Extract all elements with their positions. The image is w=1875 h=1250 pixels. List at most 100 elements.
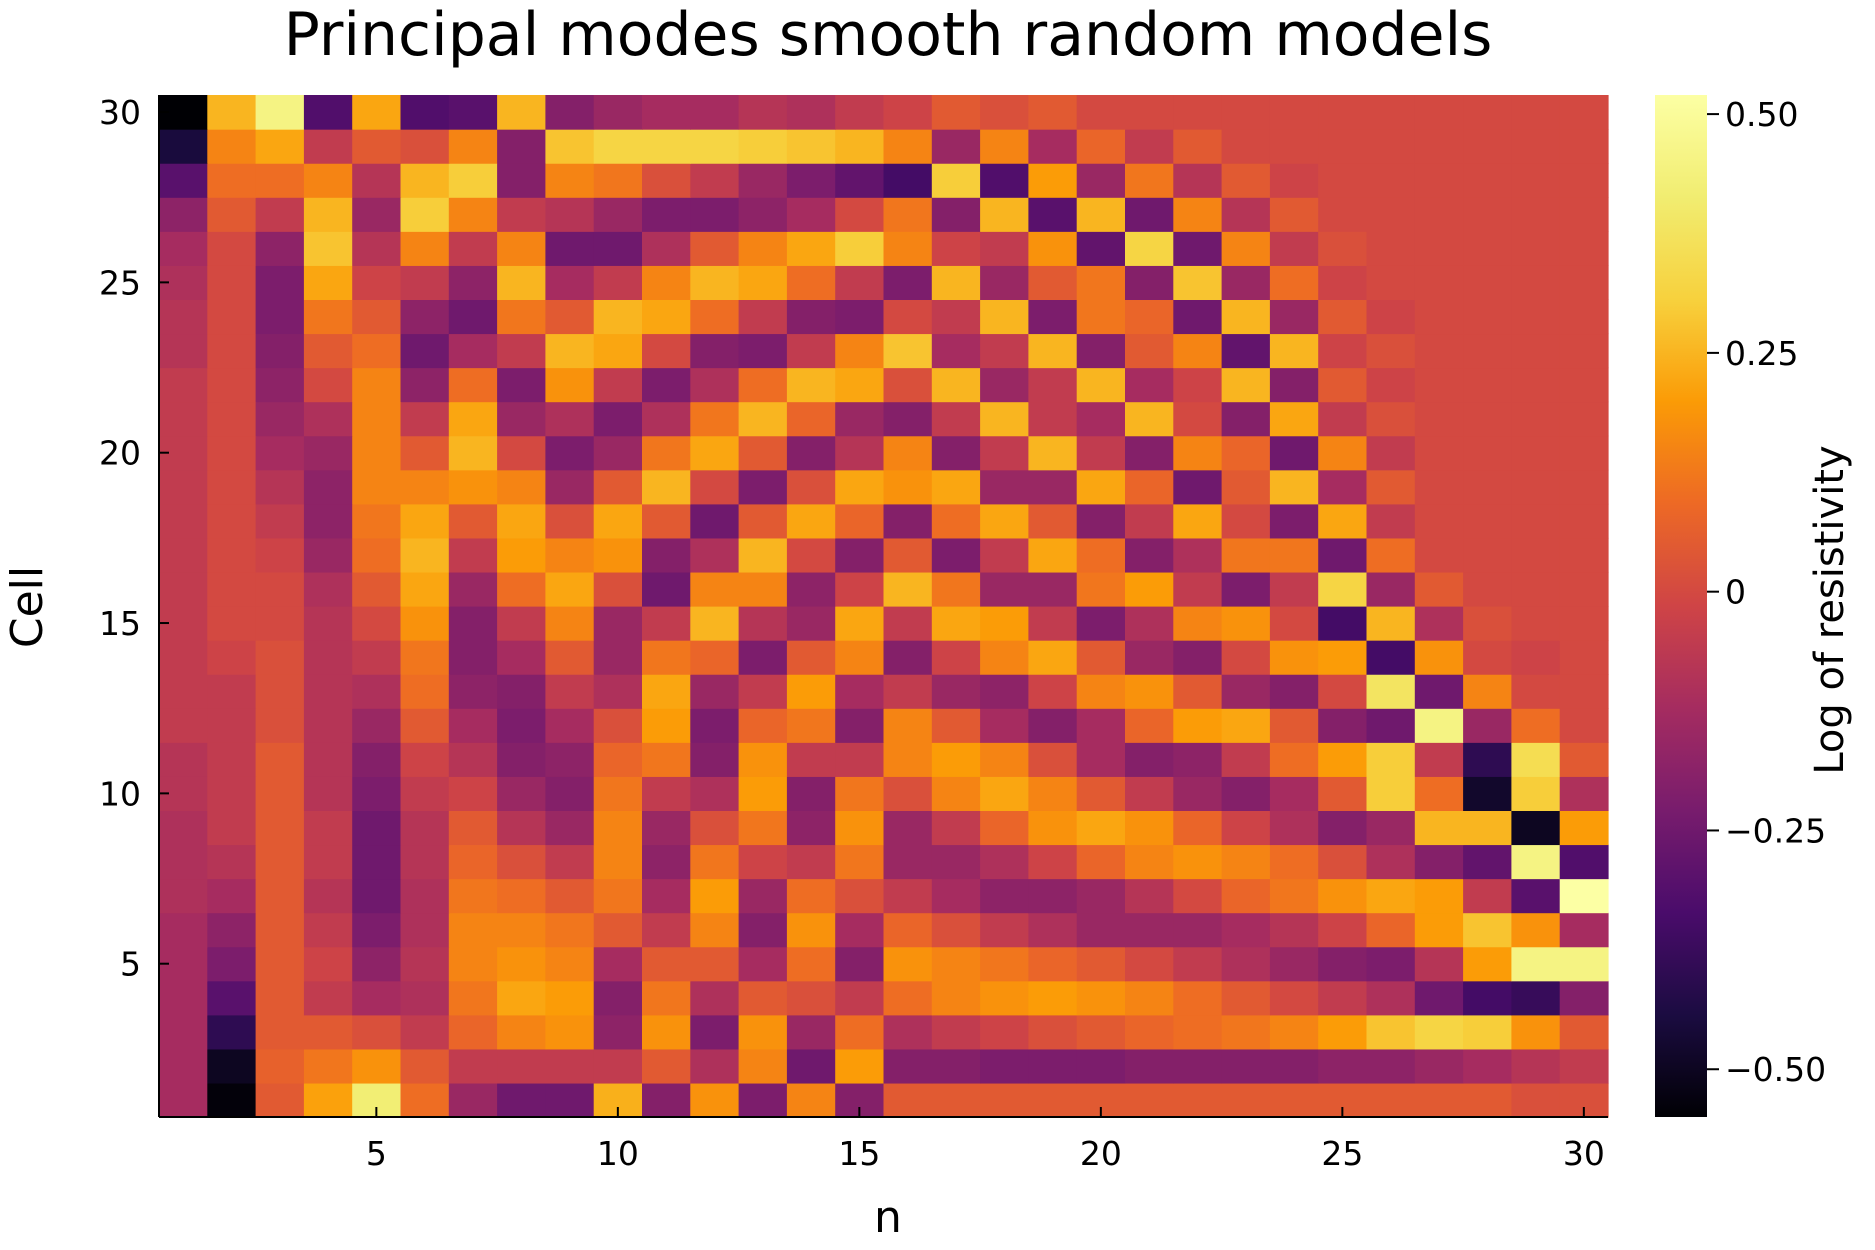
heatmap-cell <box>883 367 933 403</box>
heatmap-cell <box>448 742 498 777</box>
heatmap-cell <box>400 469 450 505</box>
heatmap-cell <box>448 1014 498 1050</box>
heatmap-cell <box>303 1082 353 1118</box>
heatmap-cell <box>400 333 450 369</box>
heatmap-cell <box>400 912 450 948</box>
heatmap-cell <box>835 1048 885 1084</box>
heatmap-cell <box>1511 844 1561 880</box>
heatmap-cell <box>1221 640 1271 675</box>
heatmap-cell <box>642 401 691 437</box>
heatmap-cell <box>352 299 402 335</box>
heatmap-cell <box>786 265 836 300</box>
heatmap-cell <box>835 946 885 982</box>
heatmap-cell <box>159 878 208 914</box>
heatmap-cell <box>159 742 208 777</box>
heatmap-cell <box>1125 129 1174 164</box>
heatmap-cell <box>1318 469 1368 505</box>
heatmap-cell <box>1028 1082 1078 1118</box>
heatmap-cell <box>690 537 740 573</box>
heatmap-cell <box>1269 1082 1319 1118</box>
heatmap-cell <box>1463 367 1512 403</box>
heatmap-cell <box>1559 742 1609 777</box>
heatmap-cell <box>159 1014 208 1050</box>
heatmap-cell <box>1318 197 1368 232</box>
heatmap-cell <box>690 708 740 743</box>
heatmap-cell <box>642 1082 691 1118</box>
heatmap-cell <box>642 367 691 403</box>
heatmap-cell <box>1125 810 1174 846</box>
heatmap-cell <box>1318 878 1368 914</box>
heatmap-cell <box>931 1014 981 1050</box>
heatmap-cell <box>931 367 981 403</box>
heatmap-cell <box>448 401 498 437</box>
heatmap-cell <box>883 1082 933 1118</box>
heatmap-cell <box>1463 95 1512 130</box>
heatmap-cell <box>400 1014 450 1050</box>
heatmap-cell <box>835 401 885 437</box>
heatmap-cell <box>642 980 691 1016</box>
heatmap-cell <box>1028 503 1078 539</box>
heatmap-cell <box>931 674 981 709</box>
heatmap-cell <box>835 571 885 607</box>
heatmap-cell <box>980 537 1029 573</box>
heatmap-cell <box>545 503 595 539</box>
heatmap-cell <box>690 299 740 335</box>
heatmap-cell <box>690 640 740 675</box>
heatmap-cell <box>1076 980 1126 1016</box>
heatmap-cell <box>1366 742 1416 777</box>
heatmap-cell <box>642 129 691 164</box>
heatmap-cell <box>303 640 353 675</box>
heatmap-cell <box>980 810 1029 846</box>
heatmap-cell <box>642 571 691 607</box>
heatmap-cell <box>207 367 257 403</box>
heatmap-cell <box>255 810 305 846</box>
heatmap-cell <box>303 742 353 777</box>
heatmap-cell <box>1221 946 1271 982</box>
heatmap-cell <box>1221 674 1271 709</box>
heatmap-cell <box>1028 708 1078 743</box>
heatmap-cell <box>1076 367 1126 403</box>
heatmap-cell <box>1221 606 1271 641</box>
heatmap-cell <box>545 606 595 641</box>
heatmap-cell <box>883 946 933 982</box>
heatmap-cell <box>786 401 836 437</box>
heatmap-cell <box>642 776 691 811</box>
heatmap-cell <box>883 844 933 880</box>
heatmap-cell <box>980 129 1029 164</box>
heatmap-cell <box>1028 163 1078 198</box>
heatmap-cell <box>497 606 546 641</box>
heatmap-cell <box>1366 367 1416 403</box>
heatmap-cell <box>980 265 1029 300</box>
heatmap-cell <box>931 640 981 675</box>
heatmap-cell <box>497 537 546 573</box>
heatmap-cell <box>1125 1048 1174 1084</box>
heatmap-cell <box>1269 742 1319 777</box>
heatmap-cell <box>883 265 933 300</box>
heatmap-cell <box>786 367 836 403</box>
heatmap-cell <box>400 1082 450 1118</box>
heatmap-cell <box>690 129 740 164</box>
heatmap-cell <box>1269 640 1319 675</box>
heatmap-cell <box>1511 640 1561 675</box>
heatmap-cell <box>1511 265 1561 300</box>
heatmap-cell <box>207 537 257 573</box>
heatmap-cell <box>1463 537 1512 573</box>
heatmap-cell <box>1318 708 1368 743</box>
heatmap-cell <box>448 776 498 811</box>
heatmap-cell <box>980 299 1029 335</box>
heatmap-cell <box>207 503 257 539</box>
heatmap-cell <box>1559 946 1609 982</box>
heatmap-cell <box>159 810 208 846</box>
heatmap-cell <box>1269 571 1319 607</box>
heatmap-cell <box>642 265 691 300</box>
heatmap-cell <box>642 878 691 914</box>
colorbar-ticks: 0.50 0.25 0 −0.25 −0.50 <box>1707 95 1826 1089</box>
y-tick-label: 15 <box>99 604 141 643</box>
heatmap-cell <box>835 640 885 675</box>
heatmap-cell <box>690 435 740 471</box>
heatmap-cell <box>303 606 353 641</box>
x-tick-label: 10 <box>597 1134 639 1173</box>
heatmap-cell <box>738 946 788 982</box>
heatmap-cell <box>642 946 691 982</box>
heatmap-cell <box>1125 435 1174 471</box>
